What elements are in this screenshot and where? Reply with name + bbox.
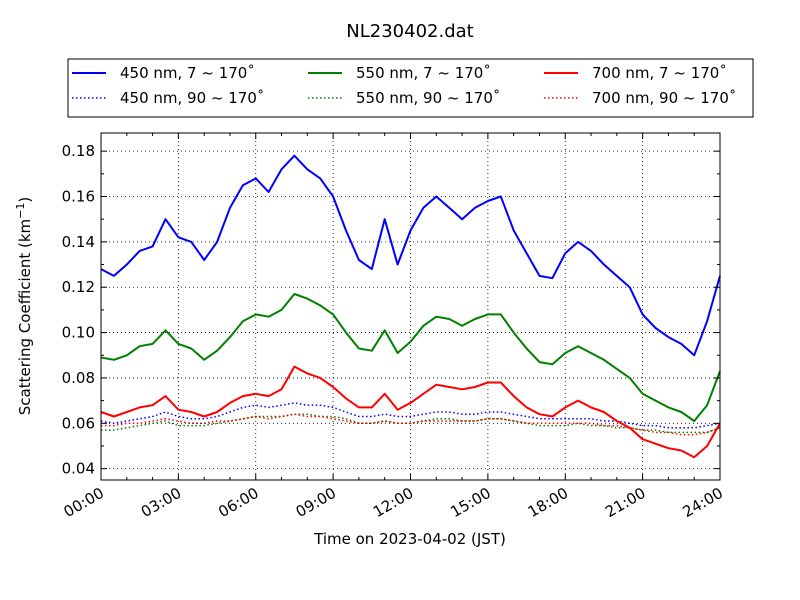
y-axis-label-text: Scattering Coefficient (km [16,219,34,415]
x-tick-label: 06:00 [215,484,261,521]
legend-label: 550 nm, 90 ~ 170˚ [356,89,500,107]
legend-frame [67,58,754,118]
y-tick-label: 0.06 [62,414,95,432]
legend: 450 nm, 7 ~ 170˚ 450 nm, 90 ~ 170˚ 550 nm,… [67,58,754,118]
ticks: 00:00 03:00 06:00 09:00 12:00 15:00 18:00 21:00… [61,133,726,521]
x-tick-label: 18:00 [525,484,571,521]
chart-title: NL230402.dat [346,21,473,42]
y-axis-label-close: ) [16,197,34,203]
series-line-3 [100,293,721,422]
x-tick-label: 00:00 [61,484,107,521]
legend-label: 550 nm, 7 ~ 170˚ [356,64,491,82]
y-tick-label: 0.04 [62,460,95,478]
y-tick-label: 0.18 [62,142,95,160]
series-line-1 [100,154,721,357]
y-tick-label: 0.16 [62,188,95,206]
y-tick-label: 0.14 [62,233,95,251]
y-tick-label: 0.12 [62,278,95,296]
y-tick-label: 0.10 [62,324,95,342]
series-line-6 [101,413,721,436]
x-tick-label: 09:00 [293,484,339,521]
y-axis-label-sup: −1 [14,203,27,219]
series-layer [100,154,721,459]
series-line-2 [100,402,721,429]
legend-label: 700 nm, 90 ~ 170˚ [592,89,736,107]
x-tick-label: 21:00 [602,484,648,521]
x-tick-label: 15:00 [447,484,493,521]
x-tick-label: 03:00 [138,484,184,521]
x-axis-label: Time on 2023-04-02 (JST) [313,530,506,548]
y-tick-label: 0.08 [62,369,95,387]
x-tick-label: 24:00 [680,484,726,521]
legend-label: 450 nm, 7 ~ 170˚ [120,64,255,82]
legend-label: 450 nm, 90 ~ 170˚ [120,89,264,107]
legend-label: 700 nm, 7 ~ 170˚ [592,64,727,82]
series-line-5 [100,365,721,459]
y-axis-label: Scattering Coefficient (km−1) [14,197,34,416]
x-tick-label: 12:00 [370,484,416,521]
series-line-4 [101,413,721,434]
